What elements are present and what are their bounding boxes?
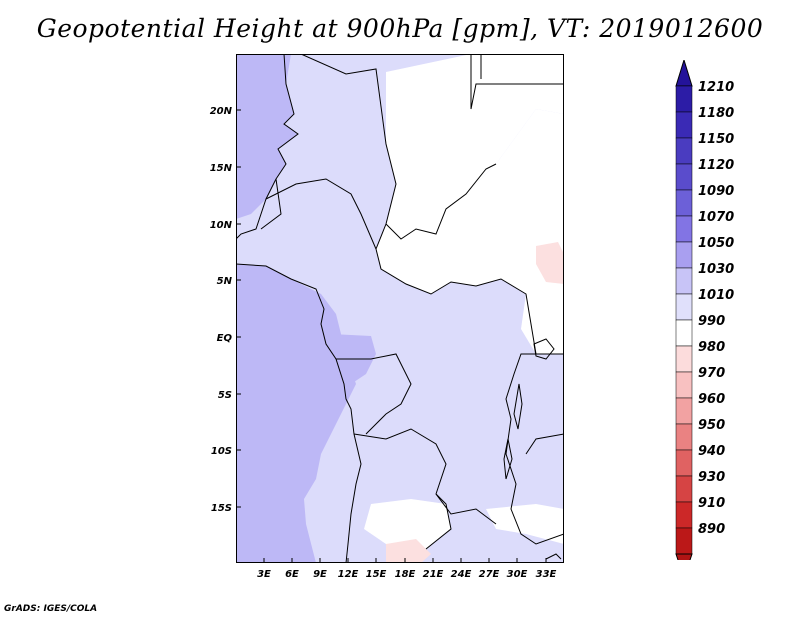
lat-label: 5S bbox=[218, 390, 232, 401]
pink-region-east bbox=[536, 242, 564, 284]
legend-level-label: 1050 bbox=[698, 236, 734, 251]
lon-label: 3E bbox=[257, 569, 271, 580]
legend-bin bbox=[675, 215, 693, 243]
legend-bin bbox=[675, 137, 693, 165]
white-region-east bbox=[521, 294, 564, 354]
white-region-central bbox=[376, 109, 564, 294]
lon-label: 24E bbox=[451, 569, 472, 580]
legend-bin bbox=[675, 111, 693, 139]
legend-bin bbox=[675, 527, 693, 555]
legend-bin bbox=[675, 163, 693, 191]
white-region-southeast bbox=[486, 504, 564, 544]
map-frame bbox=[236, 54, 564, 563]
lon-label: 18E bbox=[395, 569, 416, 580]
legend-top-arrow bbox=[675, 58, 693, 87]
legend-level-label: 980 bbox=[698, 340, 725, 355]
lat-label: 10S bbox=[211, 446, 232, 457]
lon-label: 12E bbox=[338, 569, 359, 580]
purple-region-west bbox=[236, 264, 356, 563]
legend-level-label: 1070 bbox=[698, 210, 734, 225]
legend-bottom-arrow bbox=[675, 553, 693, 580]
legend-bin bbox=[675, 475, 693, 503]
legend-bin bbox=[675, 189, 693, 217]
legend-bin bbox=[675, 345, 693, 373]
lat-label: 15S bbox=[211, 503, 232, 514]
lon-label: 33E bbox=[536, 569, 557, 580]
color-legend: 1210 1180 1150 1120 1090 1070 1050 1030 1010 990 9… bbox=[666, 58, 746, 580]
legend-level-label: 970 bbox=[698, 366, 725, 381]
legend-level-label: 990 bbox=[698, 314, 725, 329]
map-lakes bbox=[503, 338, 562, 560]
legend-bin bbox=[675, 241, 693, 269]
legend-bin bbox=[675, 397, 693, 425]
purple-region-northwest bbox=[236, 54, 298, 219]
legend-level-label: 930 bbox=[698, 470, 725, 485]
map-svg bbox=[235, 53, 565, 564]
lat-label: 5N bbox=[217, 276, 233, 287]
legend-level-label: 1030 bbox=[698, 262, 734, 277]
legend-bin bbox=[675, 319, 693, 347]
legend-level-label: 1150 bbox=[698, 132, 734, 147]
legend-svg: 1210 1180 1150 1120 1090 1070 1050 1030 1010 990 9… bbox=[675, 58, 734, 580]
lon-label: 9E bbox=[313, 569, 327, 580]
legend-level-label: 1180 bbox=[698, 106, 734, 121]
legend-bin bbox=[675, 423, 693, 451]
lon-label: 21E bbox=[423, 569, 444, 580]
lat-label: EQ bbox=[217, 333, 233, 344]
legend-bin bbox=[675, 501, 693, 529]
legend-level-label: 950 bbox=[698, 418, 725, 433]
legend-level-label: 1210 bbox=[698, 80, 734, 95]
footer-credit: GrADS: IGES/COLA bbox=[4, 604, 98, 614]
legend-level-label: 960 bbox=[698, 392, 725, 407]
pink-region-south bbox=[386, 539, 431, 563]
legend-bin bbox=[675, 449, 693, 477]
map-borders bbox=[235, 53, 565, 564]
white-region-south bbox=[364, 499, 451, 549]
lat-label: 20N bbox=[210, 106, 233, 117]
legend-bin bbox=[675, 293, 693, 321]
legend-bin bbox=[675, 371, 693, 399]
lon-label: 15E bbox=[366, 569, 387, 580]
legend-level-label: 1120 bbox=[698, 158, 734, 173]
chart-title: Geopotential Height at 900hPa [gpm], VT:… bbox=[36, 14, 764, 43]
lat-label: 15N bbox=[210, 163, 233, 174]
legend-level-label: 890 bbox=[698, 522, 725, 537]
legend-level-label: 1010 bbox=[698, 288, 734, 303]
legend-level-label: 940 bbox=[698, 444, 725, 459]
legend-bin bbox=[675, 267, 693, 295]
legend-level-label: 910 bbox=[698, 496, 725, 511]
legend-level-label: 1090 bbox=[698, 184, 734, 199]
lat-label: 10N bbox=[210, 220, 233, 231]
lon-label: 6E bbox=[285, 569, 299, 580]
lon-label: 30E bbox=[507, 569, 528, 580]
lon-label: 27E bbox=[479, 569, 500, 580]
legend-bin bbox=[675, 85, 693, 113]
map-panel bbox=[235, 53, 565, 564]
white-region-north bbox=[386, 54, 564, 239]
